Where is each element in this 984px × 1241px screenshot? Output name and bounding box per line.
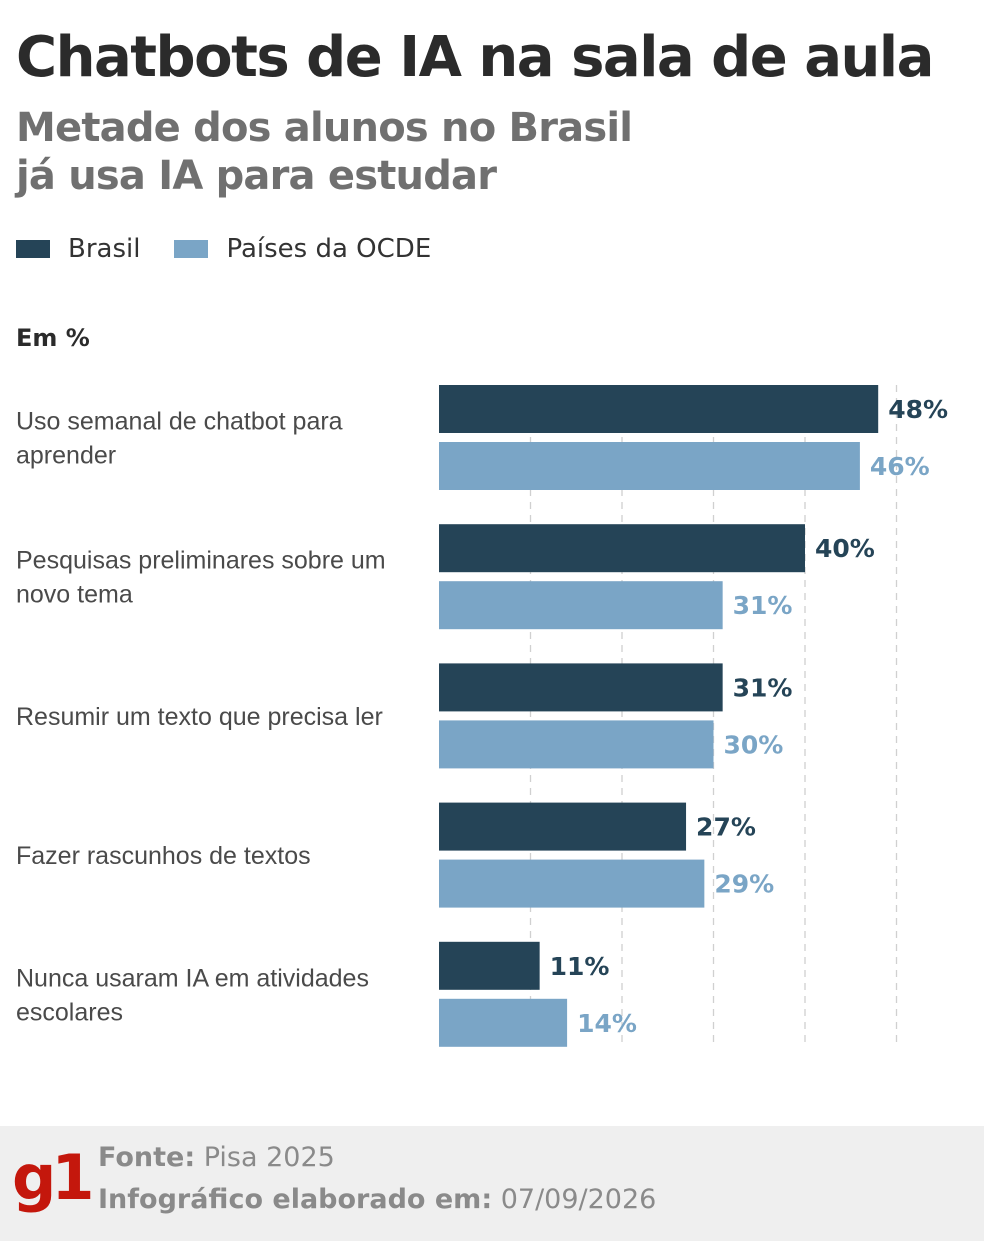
category-label: Uso semanal de chatbot para aprender — [16, 408, 343, 470]
bar-brasil — [439, 663, 723, 712]
unit-label: Em % — [16, 324, 90, 352]
bar-chart: Uso semanal de chatbot para aprender 48% 46… — [16, 385, 948, 1048]
value-label-ocde: 14% — [577, 1009, 637, 1038]
category-label: Fazer rascunhos de textos — [16, 842, 311, 870]
bar-ocde — [439, 998, 568, 1047]
bar-brasil — [439, 941, 540, 990]
category-label: Pesquisas preliminares sobre um novo tema — [16, 547, 386, 609]
g1-logo: g1 — [12, 1141, 95, 1214]
value-label-brasil: 48% — [888, 395, 948, 424]
date-label: Infográfico elaborado em: — [98, 1184, 493, 1215]
bar-brasil — [439, 802, 687, 851]
value-label-brasil: 40% — [815, 534, 875, 563]
chart-subtitle: Metade dos alunos no Brasil já usa IA pa… — [16, 104, 836, 200]
legend-swatch-brasil — [16, 240, 50, 258]
value-label-ocde: 30% — [724, 730, 784, 759]
chart-title: Chatbots de IA na sala de aula — [16, 25, 934, 90]
chart-legend: Brasil Países da OCDE — [16, 234, 465, 264]
value-label-ocde: 46% — [870, 452, 930, 481]
category-label: Nunca usaram IA em atividades escolares — [16, 964, 369, 1026]
footer-source: Fonte: Pisa 2025 — [98, 1142, 335, 1173]
bar-brasil — [439, 524, 805, 573]
bar-ocde — [439, 720, 714, 769]
subtitle-line-2: já usa IA para estudar — [16, 153, 497, 199]
legend-item-ocde: Países da OCDE — [174, 234, 431, 264]
legend-label-ocde: Países da OCDE — [226, 234, 432, 264]
category-label: Resumir um texto que precisa ler — [16, 703, 383, 731]
legend-item-brasil: Brasil — [16, 234, 140, 264]
subtitle-line-1: Metade dos alunos no Brasil — [16, 105, 633, 151]
legend-label-brasil: Brasil — [68, 234, 141, 264]
date-value: 07/09/2026 — [500, 1184, 657, 1215]
value-label-brasil: 31% — [733, 673, 793, 702]
value-label-brasil: 27% — [696, 813, 756, 842]
bar-ocde — [439, 442, 860, 490]
footer-date: Infográfico elaborado em: 07/09/2026 — [98, 1184, 656, 1215]
legend-swatch-ocde — [174, 240, 209, 258]
value-label-ocde: 29% — [714, 870, 774, 899]
source-value: Pisa 2025 — [203, 1142, 335, 1173]
value-label-brasil: 11% — [550, 952, 610, 981]
bar-ocde — [439, 581, 723, 630]
value-label-ocde: 31% — [733, 591, 793, 620]
footer — [0, 1126, 984, 1241]
bar-ocde — [439, 859, 705, 908]
bar-brasil — [439, 385, 879, 433]
source-label: Fonte: — [98, 1142, 196, 1173]
